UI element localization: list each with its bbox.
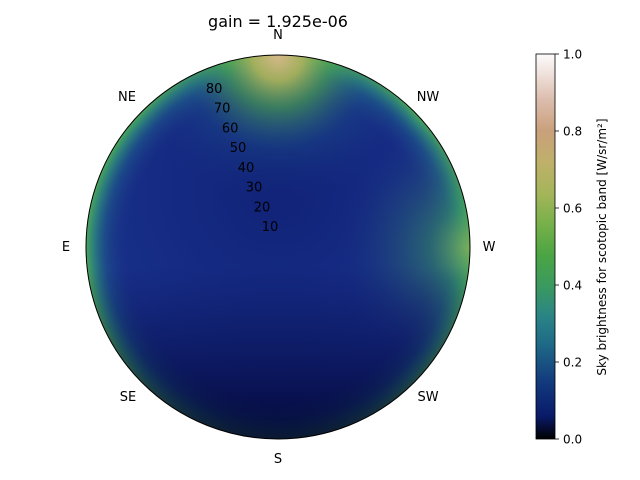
zenith-angle-label: 10 bbox=[262, 220, 279, 235]
zenith-angle-label: 30 bbox=[246, 181, 263, 196]
compass-label-nw: NW bbox=[417, 90, 440, 105]
colorbar-gradient bbox=[535, 53, 556, 440]
colorbar-tick-label: 1.0 bbox=[563, 48, 582, 62]
zenith-angle-label: 50 bbox=[230, 141, 247, 156]
colorbar-label: Sky brightness for scotopic band [W/sr/m… bbox=[595, 118, 609, 375]
colorbar-tick-label: 0.2 bbox=[563, 356, 582, 370]
zenith-angle-label: 40 bbox=[238, 161, 255, 176]
compass-label-ne: NE bbox=[118, 90, 136, 105]
colorbar-tick-label: 0.6 bbox=[563, 202, 582, 216]
colorbar-tick-label: 0.0 bbox=[563, 433, 582, 447]
compass-label-n: N bbox=[273, 28, 283, 43]
compass-label-s: S bbox=[274, 452, 282, 467]
zenith-angle-label: 80 bbox=[206, 82, 223, 97]
compass-label-se: SE bbox=[120, 390, 136, 405]
sky-dome-border bbox=[85, 54, 471, 440]
zenith-angle-labels: 80 70 60 50 40 30 20 10 bbox=[206, 82, 278, 235]
zenith-angle-label: 60 bbox=[222, 121, 239, 136]
colorbar-tick-label: 0.4 bbox=[563, 279, 582, 293]
colorbar-tick-label: 0.8 bbox=[563, 125, 582, 139]
colorbar-ticks: 0.0 0.2 0.4 0.6 0.8 1.0 bbox=[555, 48, 582, 447]
colorbar: 0.0 0.2 0.4 0.6 0.8 1.0 Sky brightness for sc… bbox=[535, 48, 609, 447]
compass-label-sw: SW bbox=[417, 390, 438, 405]
compass-label-w: W bbox=[483, 240, 496, 255]
sky-south-darkening bbox=[86, 55, 470, 439]
chart-title: gain = 1.925e-06 bbox=[208, 12, 348, 31]
zenith-angle-label: 20 bbox=[254, 200, 271, 215]
sky-dome bbox=[86, 55, 470, 439]
zenith-angle-label: 70 bbox=[214, 102, 231, 117]
compass-label-e: E bbox=[62, 240, 70, 255]
